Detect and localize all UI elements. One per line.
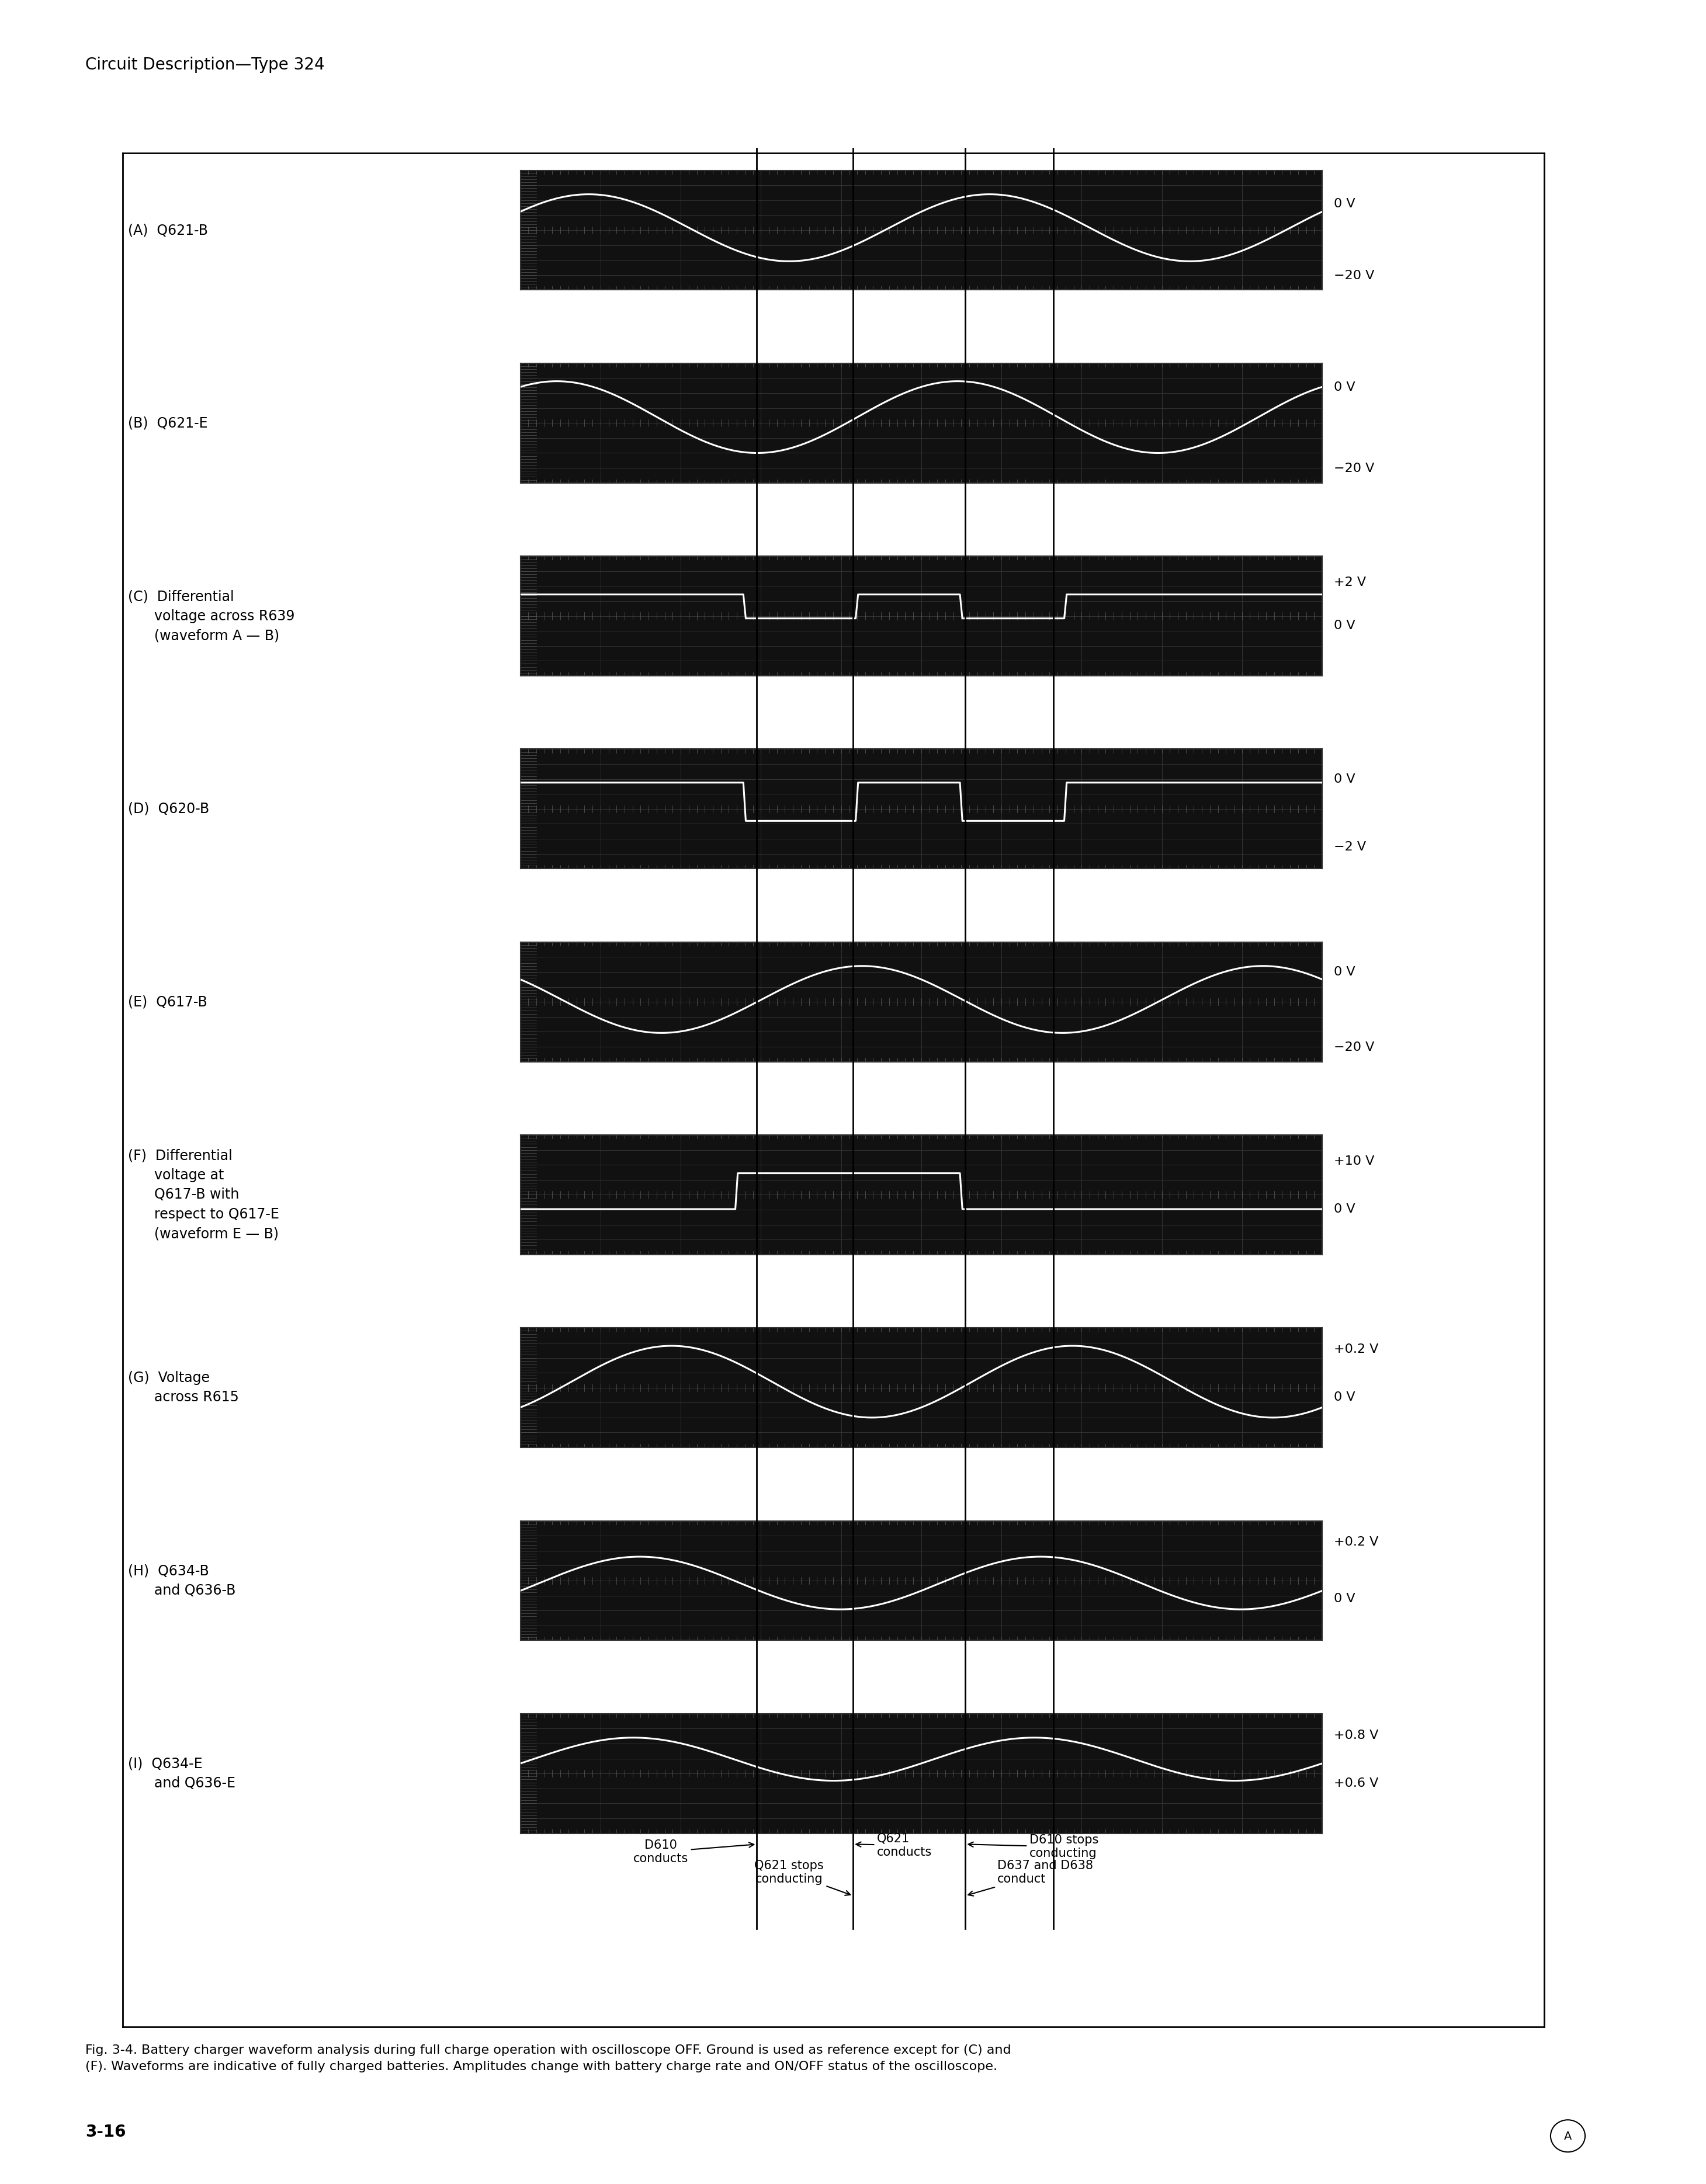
Text: −20 V: −20 V: [1334, 463, 1375, 474]
Text: −20 V: −20 V: [1334, 271, 1375, 282]
Text: 0 V: 0 V: [1334, 382, 1356, 393]
Text: (I)  Q634-E
      and Q636-E: (I) Q634-E and Q636-E: [128, 1756, 235, 1791]
Text: (C)  Differential
      voltage across R639
      (waveform A — B): (C) Differential voltage across R639 (wa…: [128, 590, 295, 642]
Text: (A)  Q621-B: (A) Q621-B: [128, 223, 208, 238]
Text: (B)  Q621-E: (B) Q621-E: [128, 417, 208, 430]
Text: A: A: [1564, 2132, 1571, 2143]
Text: 0 V: 0 V: [1334, 1592, 1356, 1605]
Text: 0 V: 0 V: [1334, 620, 1356, 631]
Text: 0 V: 0 V: [1334, 199, 1356, 210]
Text: D610 stops
conducting: D610 stops conducting: [969, 1835, 1099, 1859]
Text: 0 V: 0 V: [1334, 965, 1356, 978]
Text: Fig. 3-4. Battery charger waveform analysis during full charge operation with os: Fig. 3-4. Battery charger waveform analy…: [85, 2044, 1012, 2073]
Text: +0.8 V: +0.8 V: [1334, 1730, 1378, 1741]
Text: 3-16: 3-16: [85, 2125, 126, 2140]
Text: +0.2 V: +0.2 V: [1334, 1343, 1378, 1356]
Text: +2 V: +2 V: [1334, 577, 1367, 587]
Text: 0 V: 0 V: [1334, 773, 1356, 784]
Text: 0 V: 0 V: [1334, 1203, 1356, 1214]
Text: (D)  Q620-B: (D) Q620-B: [128, 802, 210, 817]
Text: +0.2 V: +0.2 V: [1334, 1538, 1378, 1548]
Text: +10 V: +10 V: [1334, 1155, 1375, 1166]
Text: (G)  Voltage
      across R615: (G) Voltage across R615: [128, 1372, 239, 1404]
Text: (F)  Differential
      voltage at
      Q617-B with
      respect to Q617-E
   : (F) Differential voltage at Q617-B with …: [128, 1149, 280, 1241]
Text: D610
conducts: D610 conducts: [633, 1839, 754, 1865]
Text: −20 V: −20 V: [1334, 1042, 1375, 1053]
Text: D637 and D638
conduct: D637 and D638 conduct: [969, 1861, 1094, 1896]
Text: Q621 stops
conducting: Q621 stops conducting: [754, 1861, 850, 1896]
Text: +0.6 V: +0.6 V: [1334, 1778, 1378, 1789]
Text: (E)  Q617-B: (E) Q617-B: [128, 996, 206, 1009]
Text: −2 V: −2 V: [1334, 841, 1367, 854]
Text: Q621
conducts: Q621 conducts: [856, 1832, 931, 1859]
Text: (H)  Q634-B
      and Q636-B: (H) Q634-B and Q636-B: [128, 1564, 235, 1597]
Text: 0 V: 0 V: [1334, 1391, 1356, 1402]
Text: Circuit Description—Type 324: Circuit Description—Type 324: [85, 57, 324, 72]
